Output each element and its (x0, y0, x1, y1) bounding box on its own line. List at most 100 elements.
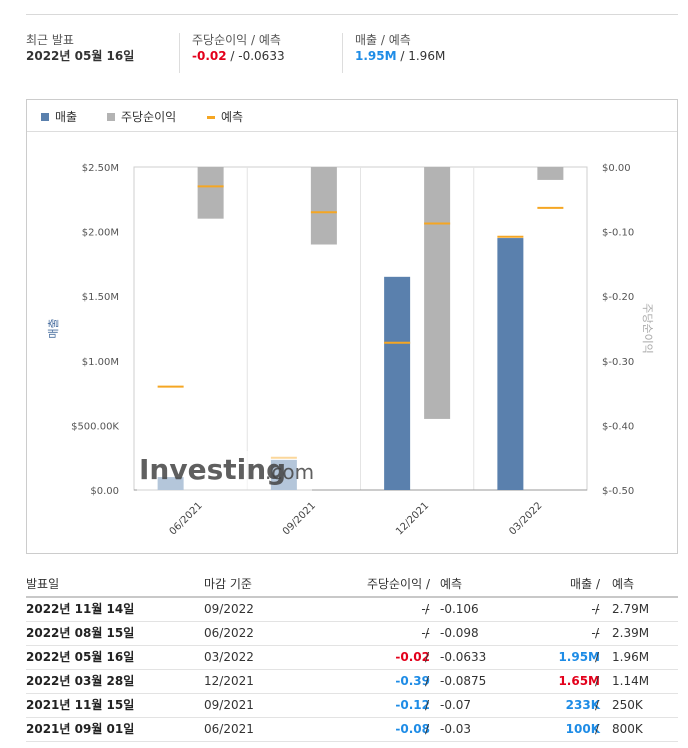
eps-cell: -0.12 (395, 698, 430, 712)
header-eps[interactable]: 주당순이익 / (366, 577, 430, 591)
watermark-backdrop (137, 451, 312, 491)
left-axis-tick-label: $2.00M (82, 228, 119, 239)
right-axis-tick-label: $-0.10 (602, 228, 634, 239)
eps-actual: -0.02 (192, 49, 227, 63)
eps-cell: -- (421, 602, 430, 616)
revenue-bar (497, 238, 524, 490)
eps-cell: -- (421, 626, 430, 640)
revenue-forecast-cell: 800K (612, 722, 643, 736)
legend-eps-label: 주당순이익 (121, 110, 177, 124)
revenue-cell: 1.95M (558, 650, 600, 664)
revenue-cell: -- (591, 626, 600, 640)
eps-swatch (107, 113, 115, 121)
revenue-forecast-cell: 2.39M (612, 626, 650, 640)
table-row: 2021년 09월 01일 06/2021 -0.08/-0.03 100K/800K (26, 718, 678, 742)
right-axis-tick-label: $-0.20 (602, 292, 634, 303)
header-date[interactable]: 발표일 (26, 577, 60, 591)
latest-release: 최근 발표 2022년 05월 16일 (26, 33, 178, 73)
right-axis-tick-label: $-0.50 (602, 486, 634, 497)
eps-forecast-cell: -0.03 (440, 722, 472, 736)
revenue-forecast: 1.96M (408, 49, 446, 63)
latest-release-label: 최근 발표 (26, 33, 74, 47)
separator: / (226, 49, 239, 63)
slash-separator: / (425, 674, 430, 688)
chart-plot: $0.00 $500.00K $1.00M $1.50M $2.00M $2.50M $-0… (47, 163, 654, 537)
table-body: 2022년 11월 14일 09/2022 -- / -0.106 --/2.79M 202… (26, 598, 678, 742)
x-tick-label: 03/2022 (507, 500, 544, 537)
slash-separator: / (425, 698, 430, 712)
period-cell: 12/2021 (204, 674, 254, 688)
right-axis-tick-label: $0.00 (602, 163, 631, 174)
header-revenue-forecast[interactable]: 예측 (612, 577, 635, 591)
revenue-forecast-cell: 1.96M (612, 650, 650, 664)
period-cell: 09/2022 (204, 602, 254, 616)
right-axis-tick-label: $-0.40 (602, 421, 634, 432)
revenue-cell: 100K (565, 722, 600, 736)
release-date-cell: 2021년 11월 15일 (26, 698, 135, 712)
header-eps-forecast[interactable]: 예측 (440, 577, 463, 591)
revenue-forecast-cell: 2.79M (612, 602, 650, 616)
eps-forecast-cell: -0.098 (440, 626, 479, 640)
eps-cell: -0.02 (395, 650, 430, 664)
revenue-bar (384, 276, 411, 490)
eps-cell: -0.39 (395, 674, 430, 688)
table-row: 2021년 11월 15일 09/2021 -0.12/-0.07 233K/250K (26, 694, 678, 718)
table-row: 2022년 03월 28일 12/2021 -0.39/-0.0875 1.65M/1… (26, 670, 678, 694)
slash-separator: / (595, 674, 600, 688)
slash-separator: / (595, 602, 600, 616)
eps-forecast-cell: -0.0875 (440, 674, 487, 688)
right-axis-title: 주당순이익 (641, 303, 654, 354)
x-tick-label: 06/2021 (168, 500, 205, 537)
revenue-summary-label: 매출 / 예측 (355, 33, 411, 47)
slash-separator: / (425, 602, 430, 616)
revenue-summary: 매출 / 예측 1.95M / 1.96M (342, 33, 542, 73)
legend-revenue-label: 매출 (55, 110, 78, 124)
revenue-forecast-cell: 250K (612, 698, 643, 712)
chart-legend: 매출 주당순이익 예측 (27, 100, 677, 132)
left-axis-title: 매출 (47, 318, 60, 338)
legend-revenue[interactable]: 매출 (41, 110, 77, 124)
header-revenue[interactable]: 매출 / (570, 577, 600, 591)
slash-separator: / (425, 650, 430, 664)
period-cell: 06/2021 (204, 722, 254, 736)
period-cell: 09/2021 (204, 698, 254, 712)
left-axis-tick-label: $1.00M (82, 357, 119, 368)
eps-bar (310, 167, 337, 245)
eps-forecast-cell: -0.106 (440, 602, 479, 616)
release-date-cell: 2022년 03월 28일 (26, 674, 135, 688)
header-period[interactable]: 마감 기준 (204, 577, 252, 591)
watermark-suffix: .com (265, 460, 314, 484)
legend-eps[interactable]: 주당순이익 (107, 110, 176, 124)
eps-forecast-cell: -0.07 (440, 698, 472, 712)
eps-summary: 주당순이익 / 예측 -0.02 / -0.0633 (179, 33, 342, 73)
revenue-actual: 1.95M (355, 49, 397, 63)
slash-separator: / (425, 722, 430, 736)
eps-bar (197, 167, 224, 219)
earnings-chart: 매출 주당순이익 예측 $0.00 $500.00K $1.00M $1.50M $2.… (26, 99, 678, 554)
latest-release-date: 2022년 05월 16일 (26, 49, 135, 63)
release-date-cell: 2022년 08월 15일 (26, 626, 135, 640)
slash-separator: / (595, 626, 600, 640)
slash-separator: / (595, 722, 600, 736)
revenue-cell: 1.65M (558, 674, 600, 688)
release-date-cell: 2022년 05월 16일 (26, 650, 135, 664)
eps-cell: -0.08 (395, 722, 430, 736)
table-row: 2022년 11월 14일 09/2022 -- / -0.106 --/2.79M (26, 598, 678, 622)
revenue-forecast-cell: 1.14M (612, 674, 650, 688)
top-divider (26, 14, 678, 15)
left-axis-tick-label: $2.50M (82, 163, 119, 174)
eps-forecast: -0.0633 (238, 49, 285, 63)
left-axis-tick-label: $500.00K (71, 421, 119, 432)
period-cell: 03/2022 (204, 650, 254, 664)
x-tick-label: 12/2021 (394, 500, 431, 537)
release-date-cell: 2021년 09월 01일 (26, 722, 135, 736)
revenue-cell: 233K (565, 698, 600, 712)
table-row: 2022년 05월 16일 03/2022 -0.02/-0.0633 1.95M/1… (26, 646, 678, 670)
slash-separator: / (595, 650, 600, 664)
period-cell: 06/2022 (204, 626, 254, 640)
eps-bar (537, 167, 564, 180)
earnings-summary: 최근 발표 2022년 05월 16일 주당순이익 / 예측 -0.02 / -… (26, 33, 678, 73)
left-axis-tick-label: $0.00 (90, 486, 119, 497)
legend-forecast[interactable]: 예측 (207, 110, 243, 124)
eps-summary-label: 주당순이익 / 예측 (192, 33, 281, 47)
